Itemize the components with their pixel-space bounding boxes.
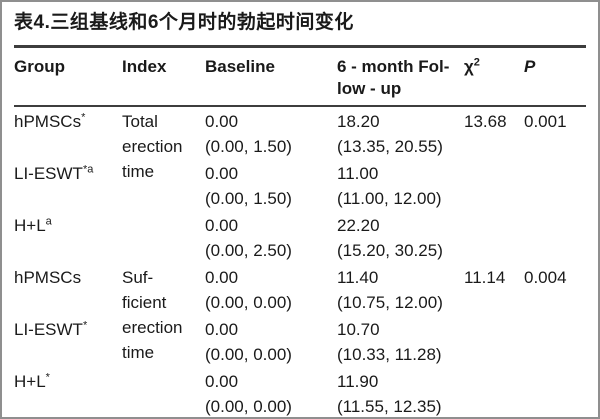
col-header-index: Index bbox=[122, 48, 205, 107]
group-cell: LI-ESWT*a bbox=[14, 159, 122, 211]
group-cell: hPMSCs* bbox=[14, 106, 122, 159]
col-header-chi-squared: χ2 bbox=[464, 48, 524, 107]
followup-cell: 10.70 (10.33, 11.28) bbox=[337, 320, 442, 364]
header-row: Group Index Baseline 6 - month Fol- low … bbox=[14, 48, 586, 107]
p-value-cell bbox=[524, 211, 586, 263]
group-cell: H+La bbox=[14, 211, 122, 263]
chi-symbol: χ bbox=[464, 57, 474, 76]
col-header-followup: 6 - month Fol- low - up bbox=[337, 48, 464, 107]
baseline-cell: 0.00 (0.00, 0.00) bbox=[205, 320, 292, 364]
group-label: H+L bbox=[14, 372, 46, 391]
baseline-cell: 0.00 (0.00, 2.50) bbox=[205, 216, 292, 260]
col-header-group: Group bbox=[14, 48, 122, 107]
chi-squared-cell bbox=[464, 211, 524, 263]
baseline-cell: 0.00 (0.00, 0.00) bbox=[205, 268, 292, 312]
group-label: LI-ESWT bbox=[14, 320, 83, 339]
chi-exponent: 2 bbox=[473, 56, 480, 69]
group-superscript: * bbox=[82, 319, 88, 332]
col-header-p-value: P bbox=[524, 48, 586, 107]
followup-cell: 18.20 (13.35, 20.55) bbox=[337, 112, 443, 156]
p-value-cell bbox=[524, 367, 586, 417]
group-label: LI-ESWT bbox=[14, 164, 83, 183]
group-label: H+L bbox=[14, 216, 46, 235]
group-cell: H+L* bbox=[14, 367, 122, 417]
baseline-cell: 0.00 (0.00, 1.50) bbox=[205, 164, 292, 208]
group-label: hPMSCs bbox=[14, 268, 82, 287]
table-row: hPMSCs Suf- ficient erection time 0.00 (… bbox=[14, 263, 586, 362]
index-cell: Total erection time bbox=[122, 112, 183, 181]
followup-cell: 22.20 (15.20, 30.25) bbox=[337, 216, 443, 260]
group-superscript: * bbox=[81, 111, 86, 124]
chi-squared-cell: 11.14 bbox=[464, 268, 506, 287]
chi-squared-cell bbox=[464, 315, 524, 367]
group-superscript: * bbox=[45, 371, 50, 384]
chi-squared-cell bbox=[464, 159, 524, 211]
table-row: H+L* 0.00 (0.00, 0.00) 11.90 (11.55, 12.… bbox=[14, 367, 586, 417]
chi-squared-cell: 13.68 bbox=[464, 112, 507, 131]
p-value-cell: 0.001 bbox=[524, 112, 567, 131]
p-value-cell bbox=[524, 315, 586, 367]
table-row: LI-ESWT* 0.00 (0.00, 0.00) 10.70 (10.33,… bbox=[14, 315, 586, 367]
p-value-cell: 0.004 bbox=[524, 268, 567, 287]
results-table: Group Index Baseline 6 - month Fol- low … bbox=[14, 48, 586, 417]
followup-cell: 11.40 (10.75, 12.00) bbox=[337, 268, 443, 312]
followup-cell: 11.90 (11.55, 12.35) bbox=[337, 372, 442, 416]
index-cell: Suf- ficient erection time bbox=[122, 268, 183, 362]
table-row: hPMSCs* Total erection time 0.00 (0.00, … bbox=[14, 106, 586, 181]
group-cell: hPMSCs bbox=[14, 263, 122, 315]
p-value-cell bbox=[524, 159, 586, 211]
baseline-cell: 0.00 (0.00, 1.50) bbox=[205, 112, 292, 156]
group-superscript: a bbox=[45, 215, 52, 228]
baseline-cell: 0.00 (0.00, 0.00) bbox=[205, 372, 292, 416]
group-cell: LI-ESWT* bbox=[14, 315, 122, 367]
followup-cell: 11.00 (11.00, 12.00) bbox=[337, 164, 442, 208]
group-superscript: *a bbox=[82, 163, 94, 176]
group-label: hPMSCs bbox=[14, 112, 82, 131]
table-row: LI-ESWT*a 0.00 (0.00, 1.50) 11.00 (11.00… bbox=[14, 159, 586, 211]
col-header-baseline: Baseline bbox=[205, 48, 337, 107]
table-caption: 表4.三组基线和6个月时的勃起时间变化 bbox=[14, 11, 586, 48]
chi-squared-cell bbox=[464, 367, 524, 417]
table-row: H+La 0.00 (0.00, 2.50) 22.20 (15.20, 30.… bbox=[14, 211, 586, 263]
